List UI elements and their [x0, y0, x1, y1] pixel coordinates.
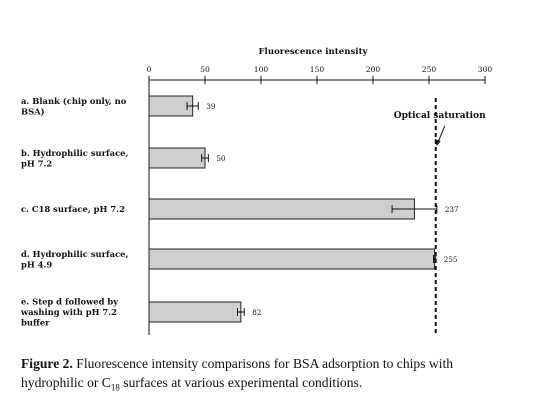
category-label: washing with pH 7.2 — [20, 307, 117, 317]
bar-chart: Fluorescence intensity 0 50 100 150 200 250 30… — [20, 47, 493, 335]
bar — [148, 301, 242, 323]
caption-text-1: Fluorescence intensity comparisons for B… — [21, 356, 454, 390]
category-label: c. C18 surface, pH 7.2 — [21, 204, 125, 214]
bars: 39 50 237 255 82 — [148, 95, 459, 323]
category-label: pH 7.2 — [21, 158, 52, 168]
arrow-head — [434, 139, 441, 146]
category-label: a. Blank (chip only, no — [21, 96, 127, 106]
data-label: 39 — [206, 102, 216, 111]
caption-subscript: 18 — [110, 382, 120, 393]
data-label: 50 — [216, 154, 226, 163]
x-tick-label: 50 — [200, 65, 210, 74]
x-tick-label: 300 — [478, 65, 493, 74]
x-tick-label: 200 — [366, 65, 381, 74]
category-label: buffer — [21, 318, 50, 328]
category-label: BSA) — [21, 106, 45, 116]
bar — [148, 198, 415, 220]
data-label: 255 — [444, 255, 458, 264]
bar — [148, 248, 436, 270]
caption-text-2: surfaces at various experimental conditi… — [119, 375, 363, 390]
x-tick-label: 100 — [254, 65, 269, 74]
category-label: d. Hydrophilic surface, — [21, 249, 128, 259]
data-label: 237 — [445, 205, 459, 214]
saturation-reference: Optical saturation — [394, 98, 486, 335]
x-ticks: 0 50 100 150 200 250 300 — [147, 65, 493, 84]
data-label: 82 — [252, 308, 261, 317]
x-tick-label: 0 — [147, 65, 152, 74]
x-tick-label: 250 — [422, 65, 437, 74]
figure-caption: Figure 2. Fluorescence intensity compari… — [21, 354, 501, 398]
figure-label: Figure 2. — [21, 356, 73, 371]
category-label: pH 4.9 — [21, 259, 52, 269]
bar — [148, 147, 206, 169]
category-label: e. Step d followed by — [21, 297, 119, 307]
saturation-label: Optical saturation — [394, 111, 486, 121]
axis-title: Fluorescence intensity — [258, 47, 368, 57]
category-label: b. Hydrophilic surface, — [21, 148, 128, 158]
saturation-arrow — [437, 125, 446, 144]
x-tick-label: 150 — [310, 65, 325, 74]
bar — [148, 95, 194, 117]
